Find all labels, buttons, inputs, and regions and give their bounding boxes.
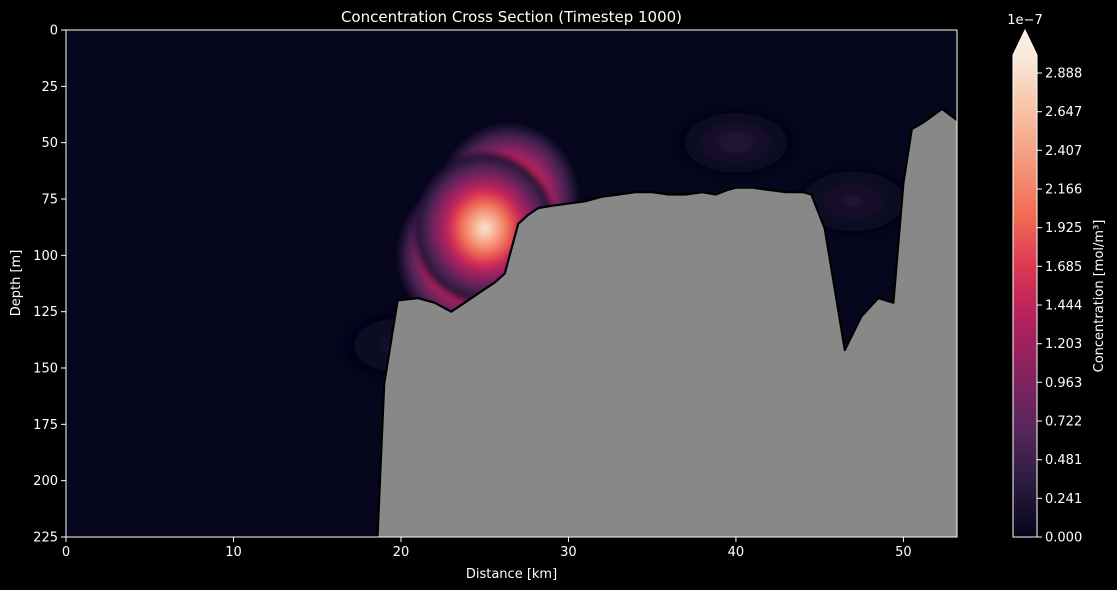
plume-3 — [675, 107, 796, 178]
colorbar-tick-label: 0.481 — [1045, 453, 1082, 468]
plume-4 — [793, 166, 914, 237]
colorbar-tick-label: 2.407 — [1045, 144, 1082, 159]
colorbar-tick-label: 0.241 — [1045, 492, 1082, 507]
x-tick-label: 0 — [62, 545, 70, 560]
y-tick-label: 25 — [41, 80, 58, 95]
colorbar-gradient — [1013, 55, 1037, 537]
y-axis: 0 25 50 75 100 125 150 175 200 225 — [33, 24, 66, 546]
colorbar-tick-label: 1.925 — [1045, 221, 1082, 236]
y-tick-label: 175 — [33, 418, 58, 433]
colorbar-label: Concentration [mol/m³] — [1092, 220, 1107, 373]
x-tick-label: 40 — [728, 545, 745, 560]
x-tick-label: 30 — [560, 545, 577, 560]
bathymetry-outline — [376, 107, 957, 537]
y-tick-label: 50 — [41, 136, 58, 151]
colorbar-tick-label: 0.963 — [1045, 376, 1082, 391]
x-axis-label: Distance [km] — [466, 567, 557, 582]
colorbar-tick-label: 2.166 — [1045, 182, 1082, 197]
colorbar-tick-label: 1.444 — [1045, 298, 1082, 313]
x-tick-label: 20 — [393, 545, 410, 560]
colorbar-extend-arrow — [1013, 30, 1037, 55]
x-axis: 0 10 20 30 40 50 — [62, 537, 912, 560]
y-tick-label: 225 — [33, 531, 58, 546]
plot-frame — [65, 29, 958, 538]
x-tick-label: 10 — [225, 545, 242, 560]
y-tick-label: 100 — [33, 249, 58, 264]
bathymetry-fill — [377, 108, 957, 537]
colorbar-tick-label: 2.888 — [1045, 66, 1082, 81]
y-tick-label: 125 — [33, 305, 58, 320]
plot-area — [66, 30, 957, 537]
colorbar-tick-label: 2.647 — [1045, 105, 1082, 120]
colorbar-tick-label: 0.722 — [1045, 414, 1082, 429]
y-tick-label: 200 — [33, 474, 58, 489]
x-tick-label: 50 — [895, 545, 912, 560]
colorbar: 0.000 0.241 0.481 0.722 0.963 1.203 1.444 1.685… — [1007, 13, 1107, 546]
colorbar-tick-label: 1.203 — [1045, 337, 1082, 352]
colorbar-offset-text: 1e−7 — [1007, 13, 1042, 28]
colorbar-ticks: 0.000 0.241 0.481 0.722 0.963 1.203 1.444 1.685… — [1037, 66, 1082, 546]
y-tick-label: 150 — [33, 362, 58, 377]
colorbar-outline — [1012, 28, 1038, 538]
y-tick-label: 75 — [41, 193, 58, 208]
colorbar-tick-label: 1.685 — [1045, 260, 1082, 275]
chart-title: Concentration Cross Section (Timestep 10… — [341, 8, 682, 26]
colorbar-tick-label: 0.000 — [1045, 531, 1082, 546]
y-tick-label: 0 — [50, 24, 58, 39]
y-axis-label: Depth [m] — [9, 250, 24, 317]
